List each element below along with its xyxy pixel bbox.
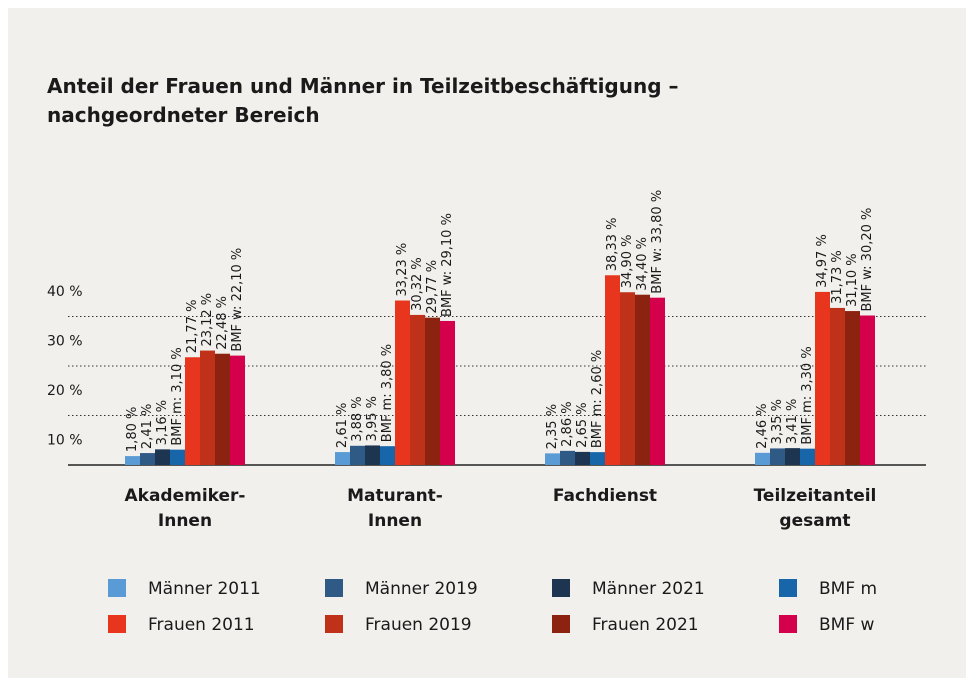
bar	[755, 452, 770, 465]
legend-swatch	[552, 579, 570, 597]
bar	[350, 445, 365, 465]
bar	[440, 320, 455, 465]
bar	[590, 452, 605, 465]
bar	[545, 453, 560, 465]
legend-swatch	[552, 615, 570, 633]
bar	[140, 453, 155, 465]
data-label: 31,73 %	[830, 250, 845, 304]
bar	[380, 446, 395, 465]
data-label: 29,77 %	[425, 260, 440, 314]
data-label: BMF m: 3,30 %	[800, 346, 815, 444]
legend-swatch	[325, 615, 343, 633]
y-tick-label: 10 %	[47, 432, 83, 448]
data-label: 2,35 %	[545, 404, 560, 449]
legend-label: Männer 2011	[148, 579, 261, 599]
data-label: 3,16 %	[155, 400, 170, 445]
bar	[410, 314, 425, 465]
bar	[335, 452, 350, 465]
legend-swatch	[779, 615, 797, 633]
data-label: 23,12 %	[200, 293, 215, 347]
legend-swatch	[108, 615, 126, 633]
bar	[650, 297, 665, 465]
bar	[575, 451, 590, 465]
bar	[830, 307, 845, 465]
data-label: 34,90 %	[620, 235, 635, 289]
bar	[635, 294, 650, 465]
y-tick-label: 40 %	[47, 284, 83, 300]
data-label: 2,86 %	[560, 401, 575, 446]
legend-label: BMF m	[819, 579, 877, 599]
legend-label: Frauen 2011	[148, 615, 255, 635]
bar	[185, 357, 200, 465]
data-label: BMF m: 3,80 %	[380, 344, 395, 442]
data-label: 3,95 %	[365, 396, 380, 441]
data-label: BMF w: 22,10 %	[230, 248, 245, 352]
bar	[200, 350, 215, 465]
x-tick-label: Akademiker- Innen	[124, 486, 246, 531]
legend-swatch	[779, 579, 797, 597]
chart-title: Anteil der Frauen und Männer in Teilzeit…	[47, 74, 679, 127]
data-label: 22,48 %	[215, 296, 230, 350]
data-label: 2,61 %	[335, 403, 350, 448]
bar	[770, 448, 785, 465]
data-label: 34,97 %	[815, 234, 830, 288]
data-label: BMF m: 2,60 %	[590, 350, 605, 448]
bar	[815, 291, 830, 465]
legend-label: Frauen 2019	[365, 615, 472, 635]
bar	[860, 315, 875, 465]
data-label: BMF w: 29,10 %	[440, 213, 455, 317]
legend-label: BMF w	[819, 615, 875, 635]
x-tick-label: Fachdienst	[552, 486, 658, 506]
data-label: 38,33 %	[605, 218, 620, 272]
bar	[620, 292, 635, 465]
data-label: 33,23 %	[395, 243, 410, 297]
legend-swatch	[108, 579, 126, 597]
data-label: BMF w: 33,80 %	[650, 190, 665, 294]
data-label: 3,41 %	[785, 399, 800, 444]
legend-swatch	[325, 579, 343, 597]
data-label: 31,10 %	[845, 253, 860, 307]
legend-label: Männer 2021	[592, 579, 705, 599]
bar	[395, 300, 410, 465]
data-label: 3,88 %	[350, 396, 365, 441]
data-label: BMF w: 30,20 %	[860, 208, 875, 312]
bar	[800, 448, 815, 465]
bar	[560, 450, 575, 465]
data-label: 2,41 %	[140, 404, 155, 449]
data-label: BMF m: 3,10 %	[170, 347, 185, 445]
background	[8, 8, 966, 678]
data-label: 34,40 %	[635, 237, 650, 291]
bar	[785, 448, 800, 465]
y-tick-label: 20 %	[47, 383, 83, 399]
x-tick-label: Teilzeitanteil gesamt	[753, 486, 877, 531]
data-label: 2,46 %	[755, 403, 770, 448]
bar	[845, 311, 860, 465]
x-tick-label: Maturant- Innen	[347, 486, 443, 531]
data-label: 30,32 %	[410, 257, 425, 311]
bar	[365, 445, 380, 465]
data-label: 21,77 %	[185, 300, 200, 354]
legend-label: Männer 2019	[365, 579, 478, 599]
bar	[125, 456, 140, 465]
bar	[170, 449, 185, 465]
bar	[215, 353, 230, 465]
bar	[155, 449, 170, 465]
bar	[230, 355, 245, 465]
bar	[605, 275, 620, 465]
bar	[425, 317, 440, 465]
data-label: 2,65 %	[575, 402, 590, 447]
legend-label: Frauen 2021	[592, 615, 699, 635]
y-tick-label: 30 %	[47, 333, 83, 349]
data-label: 3,35 %	[770, 399, 785, 444]
data-label: 1,80 %	[125, 407, 140, 452]
